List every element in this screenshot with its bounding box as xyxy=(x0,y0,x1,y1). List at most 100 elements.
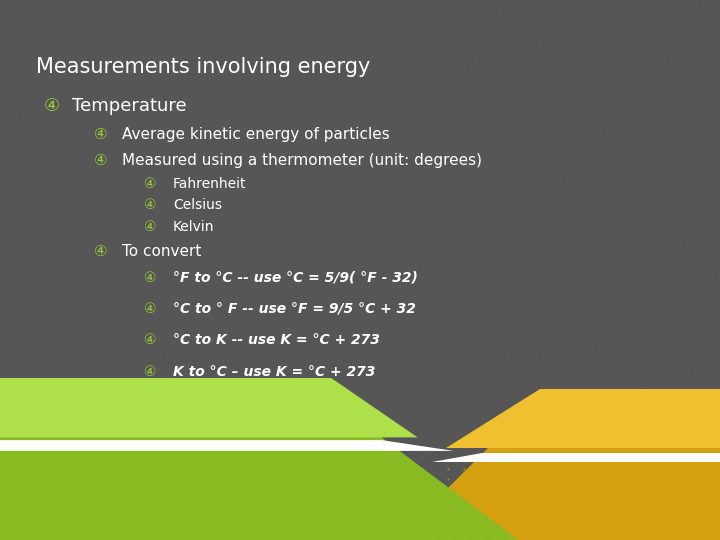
Point xyxy=(329,84,341,93)
Point xyxy=(315,411,326,420)
Point xyxy=(109,23,121,31)
Point xyxy=(580,184,592,192)
Point xyxy=(477,97,488,106)
Point xyxy=(415,295,427,303)
Point xyxy=(585,416,596,425)
Point xyxy=(400,167,412,176)
Point xyxy=(279,477,290,485)
Point xyxy=(328,174,340,183)
Point xyxy=(89,210,100,219)
Point xyxy=(557,268,568,276)
Point xyxy=(684,82,696,91)
Point xyxy=(507,392,518,400)
Point xyxy=(405,306,416,315)
Point xyxy=(181,145,193,153)
Point xyxy=(11,426,22,434)
Point xyxy=(61,57,73,66)
Point xyxy=(153,402,164,410)
Point xyxy=(228,94,239,103)
Point xyxy=(627,238,639,247)
Point xyxy=(322,507,333,516)
Point xyxy=(281,100,292,109)
Point xyxy=(652,369,664,377)
Point xyxy=(207,249,219,258)
Point xyxy=(23,495,35,503)
Point xyxy=(596,93,608,102)
Point xyxy=(498,107,510,116)
Point xyxy=(531,341,542,350)
Point xyxy=(642,32,654,41)
Point xyxy=(603,435,615,444)
Point xyxy=(18,370,30,379)
Point xyxy=(513,344,524,353)
Point xyxy=(533,289,544,298)
Point xyxy=(172,239,184,247)
Point xyxy=(366,439,377,448)
Point xyxy=(294,357,306,366)
Point xyxy=(251,148,263,157)
Point xyxy=(482,282,494,291)
Point xyxy=(236,6,248,15)
Point xyxy=(518,260,530,269)
Point xyxy=(585,510,597,519)
Point xyxy=(584,152,595,160)
Point xyxy=(353,145,364,153)
Point xyxy=(105,362,117,370)
Point xyxy=(448,510,459,519)
Point xyxy=(710,294,720,303)
Point xyxy=(244,512,256,521)
Text: ④: ④ xyxy=(94,127,107,142)
Point xyxy=(614,84,626,93)
Point xyxy=(607,393,618,402)
Point xyxy=(189,197,201,206)
Point xyxy=(80,238,91,246)
Point xyxy=(202,504,214,512)
Point xyxy=(660,99,672,108)
Point xyxy=(267,154,279,163)
Point xyxy=(376,322,387,330)
Point xyxy=(669,430,680,439)
Point xyxy=(152,88,163,97)
Point xyxy=(191,374,202,382)
Point xyxy=(652,511,663,519)
Point xyxy=(234,401,246,409)
Point xyxy=(555,26,567,35)
Point xyxy=(163,180,175,189)
Point xyxy=(580,180,592,188)
Point xyxy=(427,58,438,66)
Point xyxy=(7,306,19,314)
Point xyxy=(354,501,365,510)
Point xyxy=(366,441,378,450)
Point xyxy=(635,367,647,376)
Point xyxy=(199,434,211,442)
Point xyxy=(23,7,35,16)
Point xyxy=(487,239,498,248)
Point xyxy=(350,168,361,177)
Point xyxy=(338,237,349,245)
Point xyxy=(697,118,708,126)
Point xyxy=(401,404,413,413)
Point xyxy=(635,170,647,178)
Point xyxy=(538,427,549,436)
Point xyxy=(319,0,330,8)
Point xyxy=(231,155,243,164)
Point xyxy=(65,360,76,369)
Point xyxy=(661,130,672,138)
Point xyxy=(156,59,168,68)
Point xyxy=(593,187,604,196)
Point xyxy=(174,212,186,220)
Point xyxy=(587,159,598,167)
Point xyxy=(212,498,223,507)
Point xyxy=(178,395,189,403)
Point xyxy=(350,127,361,136)
Point xyxy=(62,69,73,78)
Point xyxy=(79,396,91,405)
Point xyxy=(174,452,186,461)
Point xyxy=(611,254,623,263)
Point xyxy=(559,382,571,390)
Point xyxy=(73,362,84,370)
Point xyxy=(119,195,130,204)
Point xyxy=(714,292,720,301)
Point xyxy=(140,443,151,452)
Point xyxy=(541,450,552,458)
